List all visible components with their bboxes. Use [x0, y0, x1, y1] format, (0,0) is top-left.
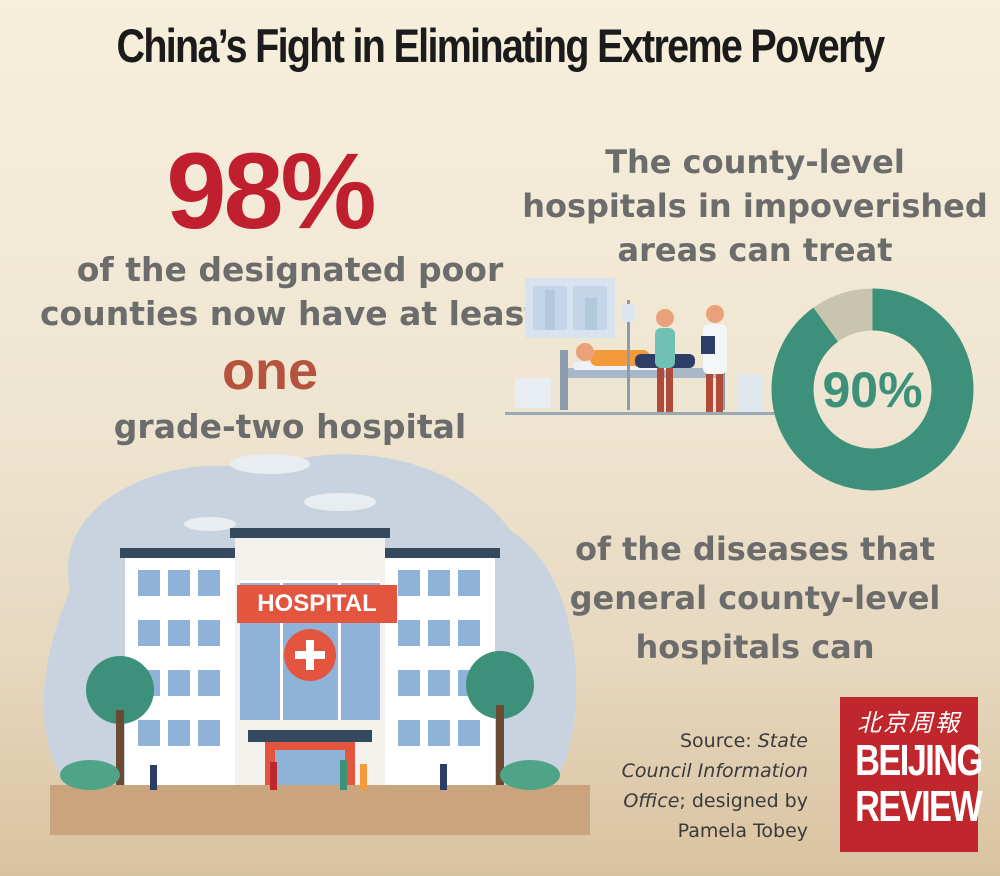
- source-prefix: Source:: [680, 730, 758, 752]
- stat-left-emphasis: one: [221, 341, 318, 401]
- stat-right-intro2: hospitals in impoverished: [522, 187, 988, 225]
- stat-left-line2: counties now have at least: [39, 294, 540, 333]
- logo-line2: REVIEW: [855, 782, 983, 831]
- logo-chinese: 北京周報: [857, 709, 961, 737]
- hospital-sign: HOSPITAL: [237, 585, 397, 623]
- logo-line1: BEIJING: [855, 736, 983, 785]
- patient-bed-illustration: [505, 278, 775, 415]
- source-org1: State: [757, 730, 808, 752]
- source-org3: Office: [623, 790, 680, 812]
- source-credit: Source: State Council Information Office…: [590, 726, 808, 846]
- source-org2: Council Information: [621, 760, 808, 782]
- stat-left-line3: grade-two hospital: [113, 407, 467, 446]
- stat-right-intro1: The county-level: [605, 143, 905, 181]
- stat-right-outro3: hospitals can: [635, 628, 875, 666]
- stat-right-outro2: general county-level: [569, 579, 941, 617]
- source-suffix: ; designed by: [679, 790, 808, 812]
- donut-percent-label: 90%: [822, 362, 922, 418]
- page-title: China’s Fight in Eliminating Extreme Pov…: [116, 19, 885, 72]
- donut-value-segment: [771, 288, 974, 491]
- stat-right-intro3: areas can treat: [617, 231, 893, 269]
- stat-right-outro1: of the diseases that: [574, 530, 936, 568]
- hospital-sign-text: HOSPITAL: [257, 590, 377, 617]
- stat-left-line1: of the designated poor: [76, 250, 504, 289]
- stat-98-percent: 98%: [166, 130, 376, 251]
- beijing-review-logo: 北京周報 BEIJING REVIEW: [840, 697, 983, 852]
- hospital-illustration: [43, 454, 590, 835]
- donut-chart: 90%: [771, 288, 974, 491]
- source-designer: Pamela Tobey: [677, 820, 808, 842]
